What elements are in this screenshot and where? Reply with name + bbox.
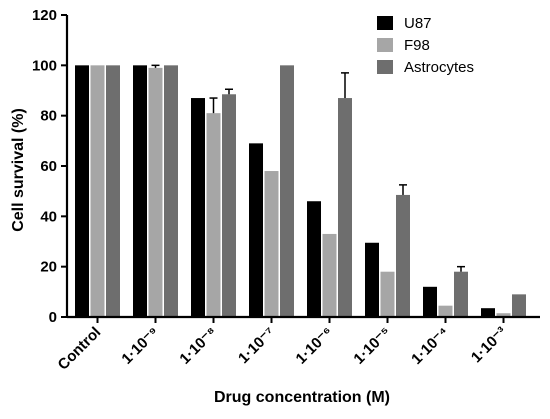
y-axis-ticks: 0 20 40 60 80 100 120 xyxy=(32,7,67,326)
y-tick-label: 60 xyxy=(40,158,57,175)
bar-astrocytes xyxy=(106,65,120,317)
bar-f98 xyxy=(322,233,337,317)
bar-u87 xyxy=(365,242,379,317)
legend-swatch-astrocytes xyxy=(377,60,393,74)
bar-f98 xyxy=(380,271,395,317)
bar-f98 xyxy=(438,305,453,317)
bar-f98 xyxy=(206,113,221,318)
error-bars-layer xyxy=(151,64,465,272)
bar-f98 xyxy=(90,65,105,317)
y-tick-label: 20 xyxy=(40,259,57,276)
legend: U87 F98 Astrocytes xyxy=(377,15,474,76)
bar-astrocytes xyxy=(338,98,352,317)
x-axis-ticks: Control 1·10⁻⁹ 1·10⁻⁸ 1·10⁻⁷ 1·10⁻⁶ 1·10⁻⁵ 1·1… xyxy=(55,317,510,374)
bar-astrocytes xyxy=(396,194,410,317)
y-tick-label: 0 xyxy=(49,309,57,326)
bar-u87 xyxy=(307,201,321,317)
x-tick-label: 1·10⁻⁵ xyxy=(350,324,394,368)
bar-u87 xyxy=(423,286,437,317)
bar-u87 xyxy=(191,98,205,317)
bar-astrocytes xyxy=(222,94,236,318)
bars-layer xyxy=(75,65,526,318)
x-tick-label: 1·10⁻³ xyxy=(468,324,510,366)
x-axis-title: Drug concentration (M) xyxy=(214,389,390,406)
bar-u87 xyxy=(75,65,89,317)
x-tick-label: 1·10⁻⁴ xyxy=(408,324,452,368)
y-tick-label: 40 xyxy=(40,208,57,225)
x-tick-label: 1·10⁻⁶ xyxy=(293,324,337,368)
legend-label-u87: U87 xyxy=(404,15,432,32)
y-tick-label: 120 xyxy=(32,7,57,24)
bar-u87 xyxy=(481,308,495,317)
bar-u87 xyxy=(133,65,147,317)
x-tick-label: 1·10⁻⁹ xyxy=(118,324,162,368)
y-tick-label: 80 xyxy=(40,108,57,125)
legend-label-astrocytes: Astrocytes xyxy=(404,59,474,76)
bar-f98 xyxy=(496,313,511,317)
bar-astrocytes xyxy=(280,65,294,317)
bar-f98 xyxy=(148,67,163,317)
legend-swatch-u87 xyxy=(377,16,393,30)
legend-swatch-f98 xyxy=(377,38,393,52)
x-tick-label: 1·10⁻⁸ xyxy=(176,324,220,368)
bar-astrocytes xyxy=(454,271,468,317)
y-tick-label: 100 xyxy=(32,57,57,74)
legend-label-f98: F98 xyxy=(404,37,430,54)
x-tick-label: 1·10⁻⁷ xyxy=(235,324,278,367)
y-axis-title: Cell survival (%) xyxy=(10,108,27,232)
bar-astrocytes xyxy=(512,294,526,317)
x-tick-label: Control xyxy=(55,324,105,374)
bar-astrocytes xyxy=(164,65,178,317)
bar-u87 xyxy=(249,143,263,317)
bar-f98 xyxy=(264,171,279,317)
